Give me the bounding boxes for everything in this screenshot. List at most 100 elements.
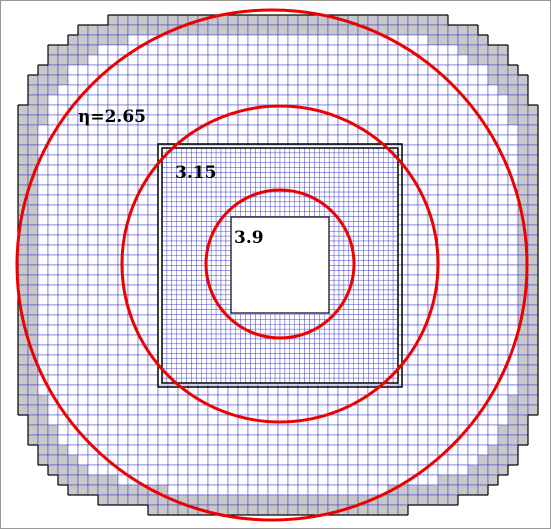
cell (317, 94, 329, 106)
fine-cell (265, 338, 271, 345)
fine-cell (191, 348, 197, 354)
fine-cell (176, 191, 182, 198)
fine-cell (284, 328, 291, 335)
fine-cell (181, 338, 187, 345)
cell (227, 84, 239, 96)
fine-cell (358, 279, 364, 286)
cell (527, 214, 539, 226)
fine-cell (363, 191, 369, 198)
fine-cell (378, 172, 384, 178)
cell (257, 84, 269, 96)
cell (357, 414, 369, 426)
cell (477, 44, 489, 56)
fine-cell (176, 294, 182, 300)
cell (397, 204, 409, 216)
fine-cell (387, 294, 394, 300)
fine-cell (235, 314, 241, 320)
fine-cell (353, 235, 359, 242)
fine-cell (260, 324, 266, 330)
cell (217, 464, 229, 476)
fine-cell (358, 206, 364, 212)
cell (117, 44, 129, 56)
fine-cell (176, 358, 182, 364)
cell (197, 64, 209, 76)
fine-cell (260, 177, 266, 183)
cell (437, 364, 449, 376)
cell (97, 374, 109, 386)
cell (77, 274, 89, 286)
cell (197, 44, 209, 56)
cell (217, 104, 229, 116)
cell (457, 474, 469, 486)
cell (357, 424, 369, 436)
fine-cell (176, 363, 182, 369)
fine-cell (348, 182, 354, 188)
fine-cell (328, 284, 335, 291)
fine-cell (383, 157, 389, 163)
fine-cell (250, 324, 256, 330)
fine-cell (368, 279, 374, 286)
cell (177, 114, 189, 126)
fine-cell (235, 206, 241, 212)
fine-cell (245, 152, 251, 158)
fine-cell (348, 324, 354, 330)
fine-cell (235, 172, 241, 178)
fine-cell (176, 284, 182, 291)
cell (507, 314, 519, 326)
cell (417, 174, 429, 186)
cell (327, 474, 339, 486)
cell (307, 484, 319, 496)
fine-cell (358, 265, 364, 271)
cell (417, 454, 429, 466)
cell (317, 74, 329, 86)
fine-cell (269, 348, 276, 354)
cell (57, 84, 69, 96)
cell (427, 144, 439, 156)
cell (147, 264, 159, 276)
fine-cell (255, 319, 261, 325)
fine-cell (368, 196, 374, 203)
cell (147, 114, 159, 126)
fine-cell (215, 265, 222, 271)
cell (407, 294, 419, 306)
fine-cell (348, 186, 354, 193)
fine-cell (186, 182, 192, 188)
cell (387, 74, 399, 86)
cell (227, 504, 239, 516)
cell (77, 64, 89, 76)
cell (477, 354, 489, 366)
fine-cell (333, 157, 340, 163)
fine-cell (181, 358, 187, 364)
cell (237, 504, 249, 516)
cell (497, 324, 509, 336)
fine-cell (383, 324, 389, 330)
cell (27, 274, 39, 286)
cell (57, 164, 69, 176)
fine-cell (309, 186, 315, 193)
cell (427, 184, 439, 196)
cell (47, 74, 59, 86)
fine-cell (181, 279, 187, 286)
cell (397, 454, 409, 466)
fine-cell (235, 177, 241, 183)
fine-cell (265, 152, 271, 158)
cell (47, 244, 59, 256)
cell (57, 344, 69, 356)
cell (467, 84, 479, 96)
cell (307, 424, 319, 436)
fine-cell (353, 368, 359, 374)
cell (267, 14, 279, 26)
fine-cell (338, 328, 345, 335)
cell (177, 94, 189, 106)
fine-cell (230, 186, 236, 193)
cell (117, 354, 129, 366)
cell (457, 364, 469, 376)
cell (37, 324, 49, 336)
fine-cell (343, 250, 350, 256)
fine-cell (294, 343, 300, 349)
fine-cell (363, 167, 369, 173)
fine-cell (383, 373, 389, 379)
cell (87, 294, 99, 306)
fine-cell (343, 216, 350, 222)
cell (47, 344, 59, 356)
